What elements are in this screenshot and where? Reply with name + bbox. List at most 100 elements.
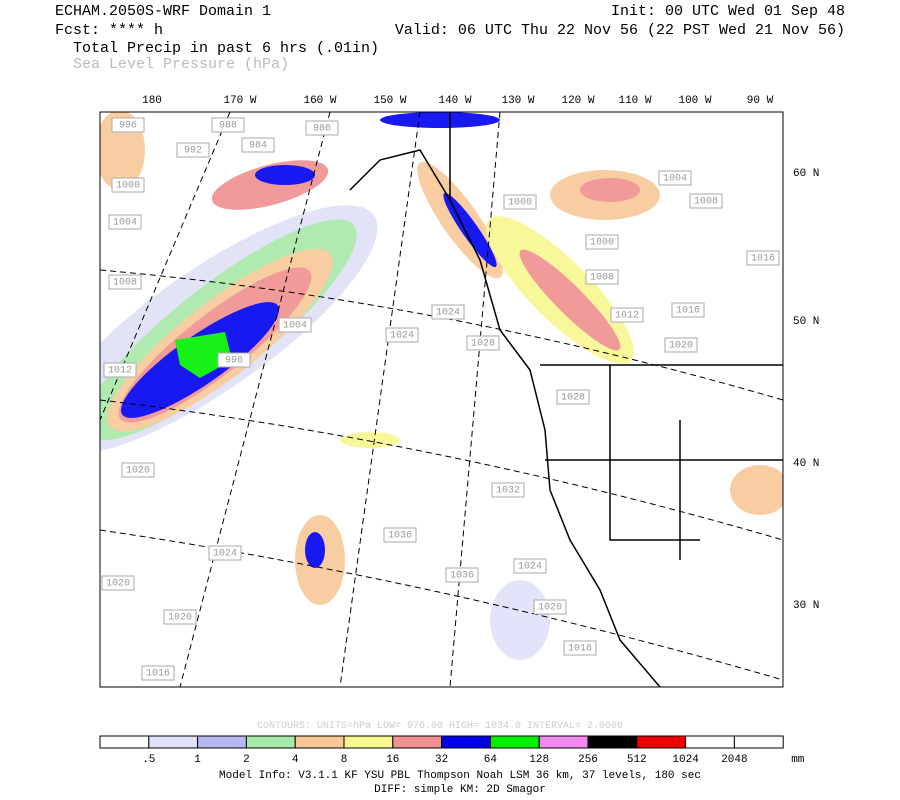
pressure-label: 1016 [146, 669, 170, 680]
colorbar-swatch [197, 735, 247, 749]
pressure-label-box [108, 214, 142, 230]
pressure-label: 1024 [518, 562, 542, 573]
pressure-label-box [211, 117, 245, 133]
longitude-label: 170 W [223, 95, 256, 107]
pressure-label: 988 [219, 121, 237, 132]
colorbar-swatch [99, 735, 150, 749]
pressure-label: 1000 [508, 198, 532, 209]
pressure-label: 1028 [561, 393, 585, 404]
pressure-label: 1000 [116, 181, 140, 192]
map-frame [99, 111, 784, 688]
colorbar-label: 1024 [672, 754, 699, 766]
init-time: Init: 00 UTC Wed 01 Sep 48 [611, 3, 845, 20]
latitude-label: 60 N [793, 168, 819, 180]
field-slp: Sea Level Pressure (hPa) [73, 56, 289, 73]
pressure-label-box [491, 482, 525, 498]
model-info: Model Info: V3.1.1 KF YSU PBL Thompson N… [219, 770, 701, 782]
colorbar-swatch [294, 735, 345, 749]
pressure-label: 1012 [108, 366, 132, 377]
pressure-label-box [101, 575, 135, 591]
pressure-label-box [466, 335, 500, 351]
pressure-label-box [585, 234, 619, 250]
longitude-label: 140 W [438, 95, 471, 107]
pressure-label-box [103, 362, 137, 378]
pressure-label: 1024 [390, 331, 414, 342]
pressure-label: 984 [249, 141, 267, 152]
colorbar-label: .5 [142, 754, 155, 766]
pressure-label: 1008 [113, 278, 137, 289]
colorbar-label: 32 [435, 754, 448, 766]
colorbar-label: 256 [578, 754, 598, 766]
colorbar-swatch [343, 735, 394, 749]
latitude-label: 40 N [793, 458, 819, 470]
pressure-label: 1008 [590, 273, 614, 284]
colorbar-label: 2 [243, 754, 250, 766]
pressure-label-box [241, 137, 275, 153]
colorbar: .5 1 2 4 8 16 32 64 128 256 512 1024 2048 mm [99, 735, 805, 766]
pressure-label: 1004 [113, 218, 137, 229]
colorbar-swatch [538, 735, 589, 749]
colorbar-label: 64 [484, 754, 498, 766]
pressure-label-box [585, 269, 619, 285]
pressure-label-box [385, 327, 419, 343]
pressure-label-box [533, 599, 567, 615]
forecast-hour: Fcst: **** h [55, 22, 163, 39]
pressure-label-box [671, 302, 705, 318]
pressure-label-box [503, 194, 537, 210]
pressure-label-box [208, 545, 242, 561]
pressure-label: 1008 [694, 197, 718, 208]
pressure-label-box [563, 640, 597, 656]
pressure-label: 1036 [388, 531, 412, 542]
contour-info: CONTOURS: UNITS=hPa LOW= 976.00 HIGH= 10… [257, 720, 623, 732]
longitude-label: 100 W [678, 95, 711, 107]
pressure-label: 986 [313, 124, 331, 135]
pressure-label-box [111, 117, 145, 133]
pressure-label-box [111, 177, 145, 193]
pressure-label-box [176, 142, 210, 158]
pressure-label: 1016 [751, 254, 775, 265]
pressure-label-box [664, 337, 698, 353]
pressure-label: 1016 [568, 644, 592, 655]
pressure-label: 1000 [590, 238, 614, 249]
pressure-label: 1012 [615, 311, 639, 322]
colorbar-swatch [685, 735, 735, 749]
latitude-label: 30 N [793, 600, 819, 612]
pressure-label-box [305, 120, 339, 136]
pressure-label: 1020 [538, 603, 562, 614]
pressure-label-box [610, 307, 644, 323]
valid-time: Valid: 06 UTC Thu 22 Nov 56 (22 PST Wed … [395, 22, 845, 39]
map-field [100, 112, 783, 687]
colorbar-swatch [489, 735, 540, 749]
colorbar-label: 16 [386, 754, 399, 766]
pressure-label-box [445, 567, 479, 583]
colorbar-label: 4 [292, 754, 299, 766]
colorbar-swatch [245, 735, 296, 749]
longitude-label: 180 [142, 95, 162, 107]
pressure-label: 1024 [213, 549, 237, 560]
colorbar-label: 8 [341, 754, 348, 766]
pressure-label: 1020 [106, 579, 130, 590]
longitude-label: 160 W [303, 95, 336, 107]
colorbar-label: 2048 [721, 754, 747, 766]
longitude-label: 110 W [618, 95, 651, 107]
pressure-label-box [217, 352, 251, 368]
pressure-label: 1020 [168, 613, 192, 624]
longitude-label: 90 W [747, 95, 774, 107]
colorbar-unit: mm [791, 754, 805, 766]
pressure-label-box [278, 317, 312, 333]
pressure-label-box [513, 558, 547, 574]
colorbar-label: 1 [194, 754, 201, 766]
pressure-label-box [383, 527, 417, 543]
pressure-label: 996 [119, 121, 137, 132]
diff-info: DIFF: simple KM: 2D Smagor [374, 784, 546, 796]
pressure-label: 996 [225, 356, 243, 367]
colorbar-swatch [392, 735, 443, 749]
pressure-label: 1020 [669, 341, 693, 352]
pressure-label-box [431, 304, 465, 320]
pressure-label-box [746, 250, 780, 266]
colorbar-label: 512 [627, 754, 647, 766]
pressure-label-box [141, 665, 175, 681]
colorbar-label: 128 [529, 754, 549, 766]
field-precip: Total Precip in past 6 hrs (.01in) [73, 40, 379, 57]
